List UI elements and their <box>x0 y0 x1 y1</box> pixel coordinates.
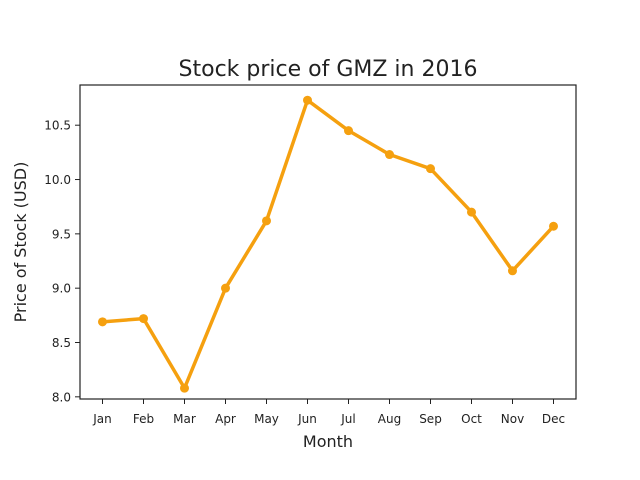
y-tick-label: 9.5 <box>52 227 71 241</box>
series-line <box>100 98 556 390</box>
y-tick-label: 10.5 <box>44 119 71 133</box>
data-point <box>508 266 517 276</box>
plot-frame <box>79 84 577 400</box>
data-point <box>344 126 353 136</box>
y-axis: 8.0 8.5 9.0 9.5 10.0 10.5 <box>44 119 80 404</box>
x-tick-label: Mar <box>173 412 196 426</box>
y-tick-label: 9.0 <box>52 282 71 296</box>
x-tick-label: Apr <box>215 412 236 426</box>
y-tick-label: 8.0 <box>52 390 71 404</box>
x-tick-label: Jun <box>297 412 317 426</box>
data-point <box>549 221 558 231</box>
x-tick-label: Dec <box>542 412 565 426</box>
x-tick-label: Feb <box>133 412 154 426</box>
data-point <box>221 283 230 293</box>
y-tick-label: 8.5 <box>52 336 71 350</box>
x-axis-label: Month <box>303 432 353 451</box>
series-points <box>98 95 558 393</box>
y-axis-label: Price of Stock (USD) <box>11 162 30 323</box>
data-point <box>303 95 312 105</box>
y-tick-label: 10.0 <box>44 173 71 187</box>
data-point <box>98 317 107 327</box>
data-point <box>262 216 271 226</box>
x-tick-label: Jul <box>340 412 355 426</box>
x-tick-label: Sep <box>419 412 442 426</box>
x-tick-label: Jan <box>92 412 112 426</box>
data-point <box>467 207 476 217</box>
x-tick-label: Oct <box>461 412 482 426</box>
data-point <box>139 314 148 324</box>
x-axis: Jan Feb Mar Apr May Jun Jul Aug Sep Oct Nov Dec <box>92 399 565 426</box>
data-point <box>426 164 435 174</box>
x-tick-label: May <box>254 412 279 426</box>
chart-title: Stock price of GMZ in 2016 <box>179 57 478 82</box>
data-point <box>180 383 189 393</box>
data-point <box>385 150 394 160</box>
x-tick-label: Nov <box>501 412 524 426</box>
x-tick-label: Aug <box>378 412 401 426</box>
